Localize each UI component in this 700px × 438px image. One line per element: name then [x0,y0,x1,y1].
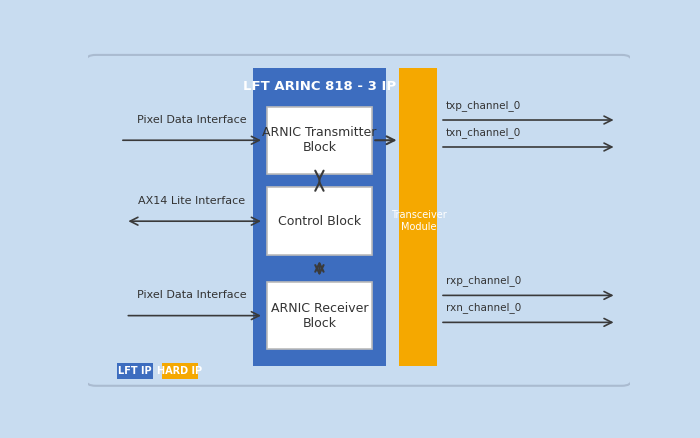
FancyBboxPatch shape [267,187,372,255]
FancyBboxPatch shape [118,363,153,379]
Text: AX14 Lite Interface: AX14 Lite Interface [139,196,246,206]
FancyBboxPatch shape [253,68,386,366]
Text: Transceiver
Module: Transceiver Module [391,210,447,232]
Text: LFT ARINC 818 - 3 IP: LFT ARINC 818 - 3 IP [243,80,396,92]
Text: ARNIC Transmitter
Block: ARNIC Transmitter Block [262,126,377,154]
Text: txn_channel_0: txn_channel_0 [446,127,521,138]
Text: rxp_channel_0: rxp_channel_0 [446,275,521,286]
Text: rxn_channel_0: rxn_channel_0 [446,302,521,313]
Text: LFT IP: LFT IP [118,366,152,376]
Text: Pixel Data Interface: Pixel Data Interface [137,115,246,125]
Text: txp_channel_0: txp_channel_0 [446,100,521,110]
FancyBboxPatch shape [162,363,197,379]
Text: HARD IP: HARD IP [158,366,202,376]
Text: Control Block: Control Block [278,215,361,228]
FancyBboxPatch shape [400,68,438,366]
FancyBboxPatch shape [86,55,631,386]
Text: ARNIC Receiver
Block: ARNIC Receiver Block [271,302,368,330]
FancyBboxPatch shape [267,282,372,350]
FancyBboxPatch shape [267,106,372,174]
Text: Pixel Data Interface: Pixel Data Interface [137,290,246,300]
